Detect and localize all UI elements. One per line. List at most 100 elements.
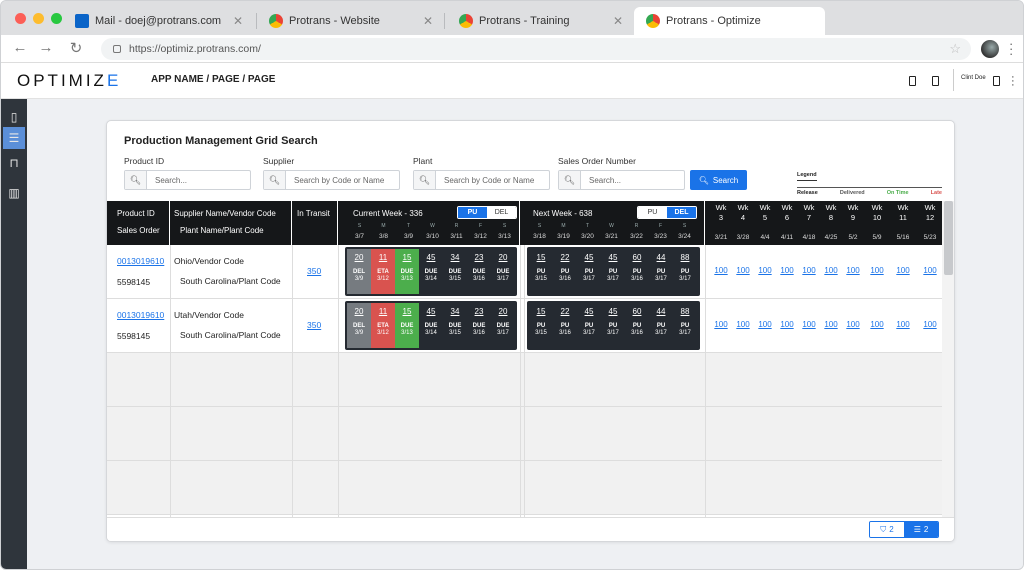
week-header[interactable]: Wk 5: [759, 203, 771, 222]
nav-flow-icon[interactable]: ⊓: [9, 156, 19, 170]
week-quantity-link[interactable]: 100: [802, 266, 816, 275]
next-week-cell[interactable]: 22 PU 3/16: [553, 249, 577, 294]
device-icon[interactable]: [909, 76, 916, 86]
tab-mail[interactable]: Mail - doej@protrans.com ✕: [63, 7, 253, 35]
user-device-icon[interactable]: [993, 76, 1000, 86]
current-week-cell[interactable]: 23 DUE 3/16: [467, 303, 491, 348]
nav-page-icon[interactable]: ▯: [10, 110, 18, 124]
next-week-cell[interactable]: 15 PU 3/15: [529, 303, 553, 348]
week-quantity-link[interactable]: 100: [758, 266, 772, 275]
week-header[interactable]: Wk 9: [847, 203, 859, 222]
reload-icon[interactable]: ↻: [69, 40, 83, 57]
next-week-cell[interactable]: 22 PU 3/16: [553, 303, 577, 348]
next-week-cell[interactable]: 45 PU 3/17: [577, 303, 601, 348]
close-tab-icon[interactable]: ✕: [422, 14, 433, 28]
header-in-transit[interactable]: In Transit: [297, 209, 330, 218]
current-week-cell[interactable]: 23 DUE 3/16: [467, 249, 491, 294]
search-button[interactable]: 🔍︎ Search: [690, 170, 747, 190]
filter-count-button[interactable]: ⛉ 2: [870, 522, 904, 537]
current-week-cell[interactable]: 20 DUE 3/17: [491, 249, 515, 294]
plant-input[interactable]: 🔍︎ Search by Code or Name: [413, 170, 550, 190]
week-quantity-link[interactable]: 100: [780, 320, 794, 329]
close-tab-icon[interactable]: ✕: [232, 14, 243, 28]
week-quantity-link[interactable]: 100: [923, 266, 937, 275]
current-week-cell[interactable]: 20 DEL 3/9: [347, 303, 371, 348]
week-quantity-link[interactable]: 100: [780, 266, 794, 275]
del-option[interactable]: DEL: [667, 207, 696, 218]
del-option[interactable]: DEL: [487, 207, 516, 218]
current-week-cell[interactable]: 20 DEL 3/9: [347, 249, 371, 294]
week-header[interactable]: Wk 4: [737, 203, 749, 222]
supplier-input[interactable]: 🔍︎ Search by Code or Name: [263, 170, 400, 190]
next-week-cell[interactable]: 44 PU 3/17: [649, 303, 673, 348]
next-week-cell[interactable]: 44 PU 3/17: [649, 249, 673, 294]
forward-icon[interactable]: →: [38, 39, 54, 56]
nav-grid-icon[interactable]: ☰: [3, 127, 25, 149]
tab-optimize[interactable]: Protrans - Optimize: [634, 7, 825, 35]
user-name[interactable]: Clint Doe: [961, 75, 986, 81]
header-sales-order[interactable]: Sales Order: [117, 226, 160, 235]
address-bar[interactable]: https://optimiz.protrans.com/ ☆: [101, 38, 971, 60]
close-window-button[interactable]: [15, 13, 26, 24]
next-week-cell[interactable]: 60 PU 3/16: [625, 303, 649, 348]
current-week-cell[interactable]: 11 ETA 3/12: [371, 303, 395, 348]
week-header[interactable]: Wk 12: [924, 203, 936, 222]
week-header[interactable]: Wk 8: [825, 203, 837, 222]
week-quantity-link[interactable]: 100: [870, 266, 884, 275]
product-id-link[interactable]: 0013019610: [117, 310, 165, 320]
profile-avatar[interactable]: [981, 40, 999, 58]
week-quantity-link[interactable]: 100: [736, 266, 750, 275]
minimize-window-button[interactable]: [33, 13, 44, 24]
next-week-cell[interactable]: 45 PU 3/17: [577, 249, 601, 294]
week-quantity-link[interactable]: 100: [824, 266, 838, 275]
next-week-cell[interactable]: 45 PU 3/17: [601, 303, 625, 348]
current-week-pu-del-toggle[interactable]: PU DEL: [457, 206, 517, 219]
product-id-link[interactable]: 0013019610: [117, 256, 165, 266]
week-quantity-link[interactable]: 100: [870, 320, 884, 329]
week-quantity-link[interactable]: 100: [736, 320, 750, 329]
week-quantity-link[interactable]: 100: [758, 320, 772, 329]
week-quantity-link[interactable]: 100: [896, 266, 910, 275]
in-transit-link[interactable]: 350: [307, 266, 322, 276]
next-week-cell[interactable]: 88 PU 3/17: [673, 249, 697, 294]
week-quantity-link[interactable]: 100: [923, 320, 937, 329]
back-icon[interactable]: ←: [12, 39, 28, 56]
next-week-cell[interactable]: 45 PU 3/17: [601, 249, 625, 294]
current-week-cell[interactable]: 45 DUE 3/14: [419, 303, 443, 348]
current-week-cell[interactable]: 45 DUE 3/14: [419, 249, 443, 294]
next-week-cell[interactable]: 15 PU 3/15: [529, 249, 553, 294]
tab-training[interactable]: Protrans - Training ✕: [447, 7, 633, 35]
tab-website[interactable]: Protrans - Website ✕: [257, 7, 443, 35]
week-quantity-link[interactable]: 100: [846, 320, 860, 329]
app-logo[interactable]: OPTIMIZE: [17, 71, 122, 90]
week-header[interactable]: Wk 3: [715, 203, 727, 222]
next-week-cell[interactable]: 88 PU 3/17: [673, 303, 697, 348]
current-week-cell[interactable]: 15 DUE 3/13: [395, 249, 419, 294]
header-supplier[interactable]: Supplier Name/Vendor Code: [174, 209, 276, 218]
bookmark-star-icon[interactable]: ☆: [949, 41, 961, 56]
current-week-cell[interactable]: 11 ETA 3/12: [371, 249, 395, 294]
header-product-id[interactable]: Product ID: [117, 209, 155, 218]
current-week-cell[interactable]: 20 DUE 3/17: [491, 303, 515, 348]
current-week-cell[interactable]: 34 DUE 3/15: [443, 249, 467, 294]
nav-chart-icon[interactable]: ▥: [8, 186, 20, 200]
current-week-cell[interactable]: 34 DUE 3/15: [443, 303, 467, 348]
pu-option[interactable]: PU: [458, 207, 487, 218]
in-transit-link[interactable]: 350: [307, 320, 322, 330]
grid-scrollbar-track[interactable]: [942, 201, 954, 517]
week-quantity-link[interactable]: 100: [824, 320, 838, 329]
week-quantity-link[interactable]: 100: [846, 266, 860, 275]
week-quantity-link[interactable]: 100: [802, 320, 816, 329]
app-menu-icon[interactable]: · · ·: [1011, 71, 1015, 91]
current-week-cell[interactable]: 15 DUE 3/13: [395, 303, 419, 348]
week-header[interactable]: Wk 7: [803, 203, 815, 222]
close-tab-icon[interactable]: ✕: [612, 14, 623, 28]
sales-order-input[interactable]: 🔍︎ Search...: [558, 170, 685, 190]
next-week-pu-del-toggle[interactable]: PU DEL: [637, 206, 697, 219]
pu-option[interactable]: PU: [638, 207, 667, 218]
week-quantity-link[interactable]: 100: [896, 320, 910, 329]
database-count-button[interactable]: ☰ 2: [904, 522, 938, 537]
product-id-input[interactable]: 🔍︎ Search...: [124, 170, 251, 190]
next-week-cell[interactable]: 60 PU 3/16: [625, 249, 649, 294]
week-header[interactable]: Wk 6: [781, 203, 793, 222]
